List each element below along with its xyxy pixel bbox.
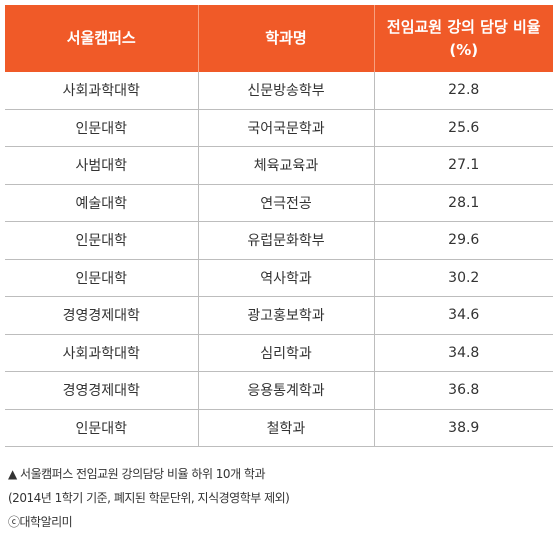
cell-college: 사범대학	[5, 146, 198, 185]
data-table-container: 서울캠퍼스 학과명 전임교원 강의 담당 비율(%) 사회과학대학 신문방송학부…	[5, 5, 553, 447]
cell-college: 인문대학	[5, 109, 198, 147]
cell-department: 국어국문학과	[197, 109, 374, 147]
table-row: 인문대학 역사학과 30.2	[5, 259, 553, 297]
cell-college: 인문대학	[5, 221, 198, 260]
cell-department: 광고홍보학과	[197, 296, 374, 335]
cell-department: 응용통계학과	[197, 371, 374, 410]
cell-department: 체육교육과	[197, 146, 374, 185]
cell-ratio: 34.8	[373, 334, 553, 372]
footnote-credit: ⓒ대학알리미	[8, 515, 73, 529]
cell-department: 역사학과	[197, 259, 374, 297]
table-row: 인문대학 유럽문화학부 29.6	[5, 221, 553, 260]
table-row: 사회과학대학 심리학과 34.8	[5, 334, 553, 372]
cell-college: 인문대학	[5, 409, 198, 447]
cell-ratio: 28.1	[373, 184, 553, 222]
table-row: 예술대학 연극전공 28.1	[5, 184, 553, 222]
header-department: 학과명	[197, 5, 374, 72]
header-row: 서울캠퍼스 학과명 전임교원 강의 담당 비율(%)	[5, 5, 553, 72]
cell-ratio: 29.6	[373, 221, 553, 260]
cell-ratio: 27.1	[373, 146, 553, 185]
table-row: 사회과학대학 신문방송학부 22.8	[5, 72, 553, 110]
cell-department: 유럽문화학부	[197, 221, 374, 260]
cell-college: 인문대학	[5, 259, 198, 297]
cell-college: 사회과학대학	[5, 334, 198, 372]
cell-department: 연극전공	[197, 184, 374, 222]
table-header: 서울캠퍼스 학과명 전임교원 강의 담당 비율(%)	[5, 5, 553, 72]
table-row: 사범대학 체육교육과 27.1	[5, 146, 553, 185]
footnote-note: (2014년 1학기 기준, 폐지된 학문단위, 지식경영학부 제외)	[8, 491, 290, 505]
department-ratio-table: 서울캠퍼스 학과명 전임교원 강의 담당 비율(%) 사회과학대학 신문방송학부…	[5, 5, 553, 447]
cell-ratio: 30.2	[373, 259, 553, 297]
cell-college: 경영경제대학	[5, 296, 198, 335]
table-row: 경영경제대학 광고홍보학과 34.6	[5, 296, 553, 335]
cell-ratio: 36.8	[373, 371, 553, 410]
cell-department: 신문방송학부	[197, 72, 374, 110]
cell-ratio: 22.8	[373, 72, 553, 110]
cell-ratio: 38.9	[373, 409, 553, 447]
cell-college: 사회과학대학	[5, 72, 198, 110]
footnote: ▲ 서울캠퍼스 전임교원 강의담당 비율 하위 10개 학과 (2014년 1학…	[8, 462, 290, 534]
cell-college: 예술대학	[5, 184, 198, 222]
header-campus: 서울캠퍼스	[5, 5, 198, 72]
footnote-caption: ▲ 서울캠퍼스 전임교원 강의담당 비율 하위 10개 학과	[8, 467, 266, 481]
header-ratio: 전임교원 강의 담당 비율(%)	[373, 5, 553, 72]
cell-ratio: 34.6	[373, 296, 553, 335]
cell-department: 심리학과	[197, 334, 374, 372]
table-row: 경영경제대학 응용통계학과 36.8	[5, 371, 553, 410]
cell-department: 철학과	[197, 409, 374, 447]
table-body: 사회과학대학 신문방송학부 22.8 인문대학 국어국문학과 25.6 사범대학…	[5, 72, 553, 447]
table-row: 인문대학 철학과 38.9	[5, 409, 553, 447]
table-row: 인문대학 국어국문학과 25.6	[5, 109, 553, 147]
cell-college: 경영경제대학	[5, 371, 198, 410]
cell-ratio: 25.6	[373, 109, 553, 147]
